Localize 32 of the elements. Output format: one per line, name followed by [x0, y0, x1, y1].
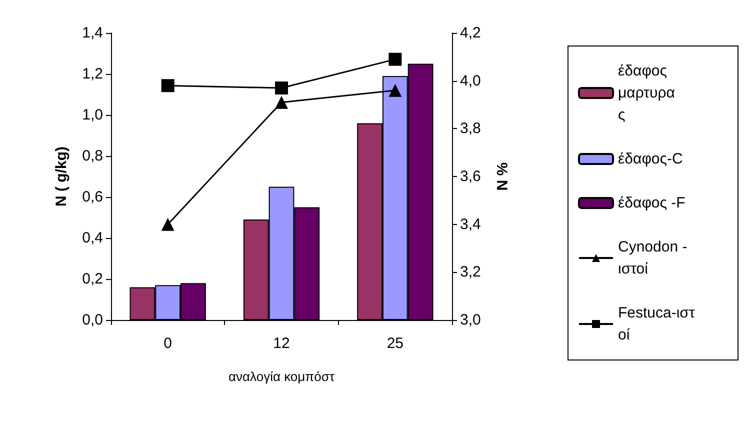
legend-label: Cynodon - ιστοί — [618, 238, 692, 278]
y-tick-label: 0,6 — [82, 188, 103, 206]
y2-tick-label: 4,2 — [460, 24, 481, 42]
y-tick-label: 0,0 — [82, 312, 103, 328]
legend-label: έδαφος -F — [618, 194, 686, 212]
point — [275, 82, 288, 95]
point — [161, 218, 174, 231]
y2-tick-label: 3,6 — [460, 168, 481, 185]
y-tick-label: 1,4 — [82, 24, 103, 42]
y2-tick-label: 3,8 — [460, 120, 481, 138]
y-tick-label: 0,8 — [82, 148, 103, 164]
point — [388, 84, 402, 97]
point — [275, 96, 288, 109]
point — [388, 52, 402, 66]
point — [161, 79, 174, 92]
y-tick-label: 0,4 — [82, 230, 103, 246]
y2-tick-label: 3,0 — [460, 312, 481, 328]
legend-label: έδαφος-C — [618, 150, 683, 168]
y-tick-label: 1,2 — [82, 66, 103, 82]
y-tick-label: 0,2 — [82, 270, 103, 288]
x-tick-label: 12 — [273, 335, 290, 352]
legend-label: Festuca-ιστοί — [618, 304, 695, 344]
y2-tick-label: 3,2 — [460, 264, 481, 281]
y2-tick-label: 4,0 — [460, 72, 481, 90]
y2-axis-title: % N — [493, 162, 510, 191]
legend-label: έδαφος μαρτυρας — [618, 62, 676, 124]
y2-tick-label: 3,4 — [460, 216, 481, 233]
x-tick-label: 25 — [386, 335, 404, 352]
x-axis-title: αναλογία κομπόστ — [228, 369, 336, 384]
x-tick-label: 0 — [164, 335, 172, 352]
y-tick-label: 1,0 — [82, 106, 103, 124]
y-axis-title: N ( g/kg) — [53, 146, 70, 206]
